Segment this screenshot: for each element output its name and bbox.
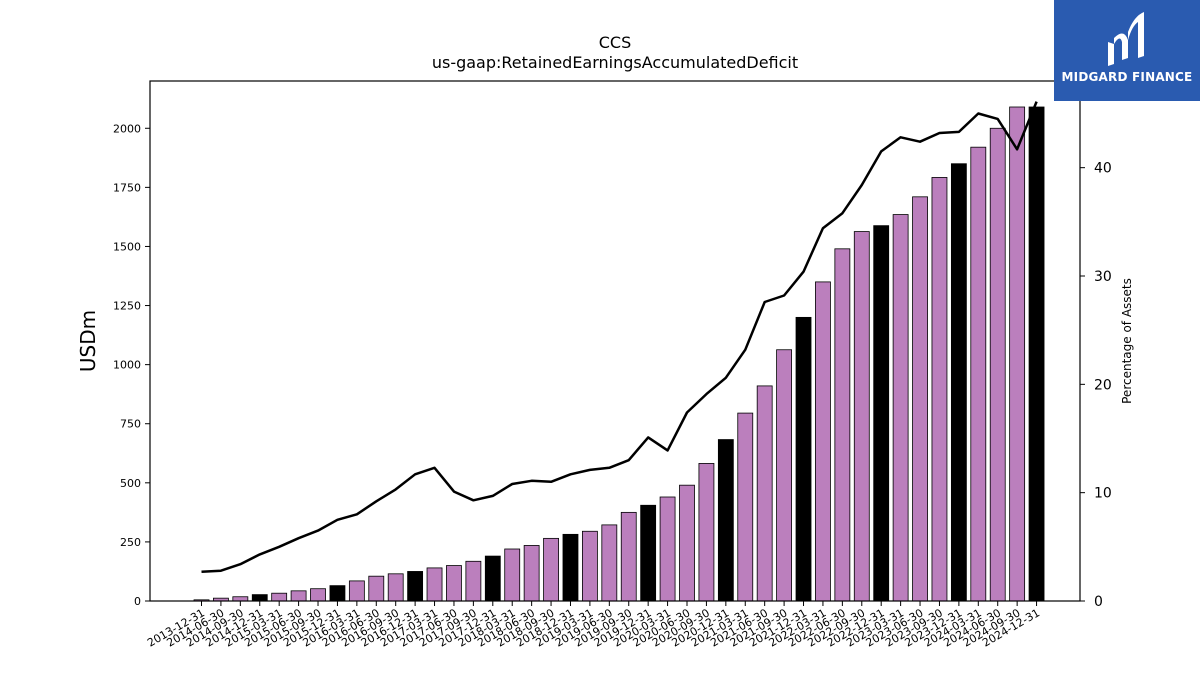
y-axis-label: USDm [76,310,100,372]
bar-2019-12-31 [640,504,657,602]
bar-2015-03-31 [271,592,288,602]
bar-2017-12-31 [484,555,501,602]
bar-2018-12-31 [562,533,579,602]
y2-tick-label: 40 [1094,161,1112,177]
bar-2021-12-31 [795,316,812,602]
bar-2016-12-31 [407,571,424,602]
bar-2021-06-30 [756,385,773,602]
bar-2022-06-30 [834,248,851,602]
bar-2016-03-31 [348,580,365,602]
y-tick-label: 500 [120,477,141,490]
bar-2020-09-30 [698,463,715,602]
bar-2024-12-31 [1028,106,1045,602]
y-tick-label: 750 [120,418,141,431]
bar-2016-06-30 [368,575,385,602]
logo-text: MIDGARD FINANCE [1061,70,1193,84]
y-tick-label: 1000 [113,359,141,372]
bar-2015-06-30 [290,590,307,602]
bar-2020-12-31 [717,439,734,602]
bar-2018-09-30 [543,537,559,602]
bar-2016-09-30 [387,573,404,602]
y2-tick-label: 0 [1094,594,1103,610]
y-tick-label: 1500 [113,240,141,253]
bar-2019-03-31 [582,530,598,602]
bar-2023-03-31 [892,214,909,602]
bar-2022-09-30 [853,231,870,602]
y-tick-label: 2000 [113,122,141,135]
bar-2014-12-31 [251,594,268,602]
logo: MIDGARD FINANCE [1054,0,1200,101]
y-tick-label: 1250 [113,300,141,313]
pct-assets-line [201,101,1038,574]
bar-2017-06-30 [446,565,462,602]
chart-subtitle: us-gaap:RetainedEarningsAccumulatedDefic… [432,53,798,72]
bar-2019-06-30 [601,524,618,602]
bar-2021-03-31 [737,412,754,602]
bar-2022-03-31 [815,281,831,602]
bar-2020-06-30 [679,484,695,602]
bar-2015-12-31 [329,585,346,602]
y2-tick-label: 20 [1094,377,1112,393]
bar-2020-03-31 [659,496,676,602]
bar-2017-03-31 [426,567,443,602]
bar-2022-12-31 [873,225,890,602]
y-tick-label: 0 [134,595,141,608]
bar-2018-06-30 [523,545,540,602]
y2-tick-label: 10 [1094,486,1112,502]
logo-mark-icon [1108,12,1144,66]
bar-2024-09-30 [1009,106,1026,602]
bar-2017-09-30 [465,560,482,602]
bar-2023-09-30 [931,177,948,602]
bar-2015-09-30 [310,588,326,602]
bar-2023-12-31 [950,163,967,602]
bar-2019-09-30 [620,511,637,602]
bars-group [193,106,1045,602]
plot-frame [149,80,1081,602]
bar-2018-03-31 [504,548,521,602]
line-group [201,101,1038,574]
y-tick-label: 1750 [113,181,141,194]
bar-2014-09-30 [232,596,249,602]
y-tick-label: 250 [120,536,141,549]
y2-axis-label: Percentage of Assets [1120,278,1134,404]
axes-group: 0250500750100012501500175020000102030402… [113,80,1112,650]
chart-title: CCS [599,33,632,52]
bar-2023-06-30 [912,196,928,602]
bar-2024-03-31 [970,146,987,602]
y2-tick-label: 30 [1094,269,1112,285]
bar-2024-06-30 [989,127,1006,602]
bar-2021-09-30 [776,349,792,602]
